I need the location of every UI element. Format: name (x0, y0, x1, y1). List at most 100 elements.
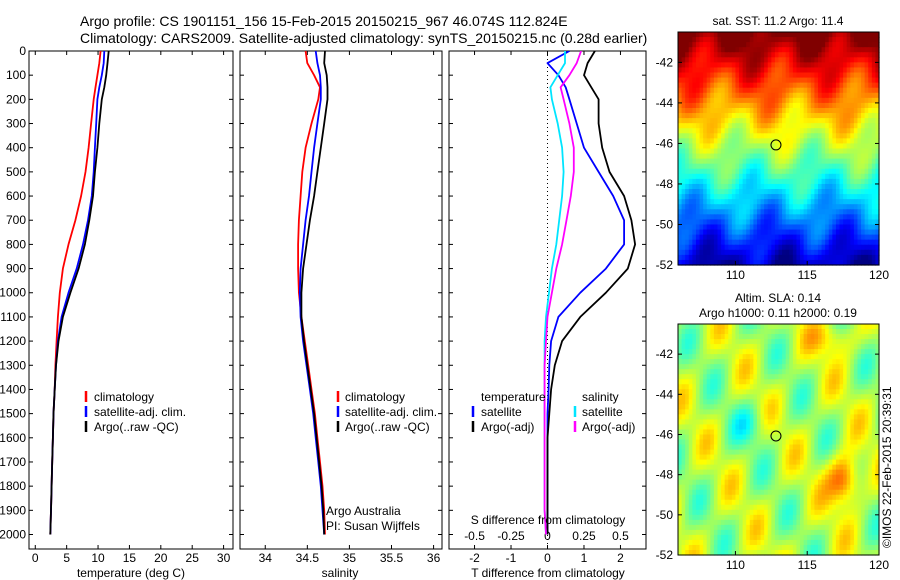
heatmap-cell (846, 219, 851, 226)
heatmap-cell (875, 459, 880, 466)
heatmap-cell (774, 209, 780, 215)
heatmap-cell (746, 204, 751, 210)
heatmap-cell (721, 474, 726, 481)
heatmap-cell (774, 163, 780, 170)
heatmap-cell (800, 449, 805, 456)
heatmap-cell (832, 37, 837, 43)
heatmap-cell (789, 459, 794, 466)
heatmap-cell (735, 72, 740, 79)
annotation-pi: PI: Susan Wijffels (326, 519, 420, 533)
heatmap-cell (871, 42, 877, 48)
heatmap-cell (864, 143, 869, 150)
heatmap-cell (739, 37, 744, 43)
heatmap-cell (710, 158, 715, 165)
heatmap-cell (706, 183, 711, 190)
heatmap-cell (739, 449, 744, 456)
heatmap-cell (688, 369, 693, 375)
heatmap-cell (846, 214, 851, 221)
heatmap-cell (728, 178, 733, 185)
heatmap-cell (868, 219, 873, 226)
heatmap-cell (807, 194, 812, 200)
heatmap-cell (699, 429, 704, 436)
heatmap-cell (699, 389, 704, 395)
heatmap-cell (861, 449, 866, 456)
heatmap-cell (760, 77, 765, 84)
heatmap-cell (853, 364, 859, 370)
heatmap-cell (771, 143, 776, 150)
heatmap-cell (843, 67, 848, 74)
heatmap-cell (771, 214, 776, 221)
heatmap-cell (685, 454, 690, 461)
heatmap-cell (717, 67, 722, 74)
heatmap-cell (681, 133, 686, 139)
heatmap-cell (803, 239, 808, 246)
heatmap-cell (688, 364, 693, 370)
heatmap-cell (846, 97, 851, 104)
heatmap-cell (782, 374, 787, 380)
heatmap-cell (789, 429, 794, 436)
heatmap-cell (735, 194, 740, 200)
heatmap-cell (771, 379, 776, 385)
heatmap-cell (731, 344, 737, 350)
heatmap-cell (721, 62, 726, 69)
heatmap-cell (746, 92, 751, 99)
heatmap-cell (721, 349, 726, 355)
heatmap-cell (861, 178, 866, 185)
heatmap-cell (853, 404, 859, 410)
heatmap-cell (731, 153, 737, 160)
heatmap-cell (789, 324, 794, 330)
heatmap-cell (857, 254, 862, 261)
heatmap-cell (699, 37, 704, 43)
heatmap-cell (710, 354, 715, 360)
heatmap-cell (875, 189, 880, 195)
heatmap-cell (789, 92, 794, 99)
heatmap-cell (828, 394, 833, 400)
heatmap-cell (825, 364, 830, 370)
heatmap-cell (767, 324, 772, 330)
heatmap-cell (828, 419, 833, 426)
heatmap-cell (810, 97, 815, 104)
heatmap-cell (828, 499, 833, 506)
heatmap-cell (843, 62, 848, 69)
heatmap-cell (742, 163, 747, 170)
heatmap-cell (735, 178, 740, 185)
heatmap-cell (767, 489, 772, 496)
heatmap-cell (692, 479, 697, 486)
heatmap-cell (713, 509, 719, 516)
heatmap-cell (835, 143, 841, 150)
heatmap-cell (767, 384, 772, 390)
heatmap-cell (767, 107, 772, 114)
heatmap-cell (785, 429, 790, 436)
heatmap-cell (756, 239, 762, 246)
heatmap-cell (746, 354, 751, 360)
heatmap-cell (685, 374, 690, 380)
heatmap-cell (774, 143, 780, 150)
heatmap-cell (821, 394, 826, 400)
heatmap-cell (721, 404, 726, 410)
heatmap-cell (789, 118, 794, 124)
heatmap-cell (685, 249, 690, 256)
heatmap-cell (789, 128, 794, 134)
heatmap-cell (688, 354, 693, 360)
heatmap-cell (678, 254, 683, 261)
heatmap-cell (774, 113, 780, 119)
heatmap-cell (800, 424, 805, 431)
heatmap-cell (739, 143, 744, 150)
heatmap-cell (728, 424, 733, 431)
heatmap-cell (692, 444, 697, 451)
heatmap-cell (749, 399, 754, 405)
depth-tick-label: 400 (6, 141, 26, 155)
heatmap-cell (868, 204, 873, 210)
heatmap-cell (875, 374, 880, 380)
heatmap-cell (857, 209, 862, 215)
heatmap-cell (717, 239, 722, 246)
heatmap-cell (742, 52, 747, 58)
heatmap-cell (868, 178, 873, 185)
heatmap-cell (789, 249, 794, 256)
heatmap-cell (835, 52, 841, 58)
heatmap-cell (821, 239, 826, 246)
heatmap-cell (817, 102, 823, 109)
heatmap-cell (692, 259, 697, 266)
heatmap-cell (774, 107, 780, 114)
heatmap-cell (871, 148, 877, 155)
